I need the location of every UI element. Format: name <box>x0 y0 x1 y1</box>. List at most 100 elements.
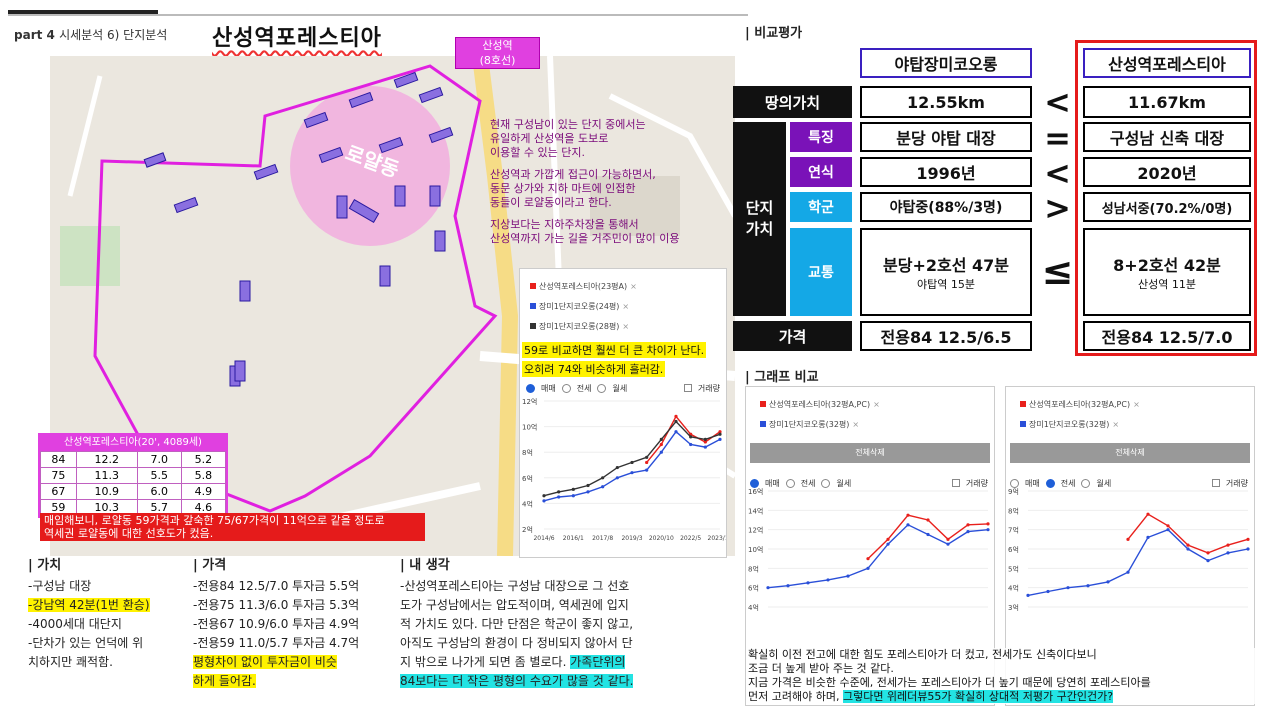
radio-sale[interactable] <box>750 478 759 488</box>
delete-all-button[interactable]: 전체삭제 <box>1010 443 1250 463</box>
legend-text: 장미1단지코오롱(28평) <box>539 321 620 331</box>
row-b: 구성남 신축 대장 <box>1083 122 1251 152</box>
y-tick-label: 12억 <box>522 398 537 406</box>
data-point <box>906 513 910 517</box>
value-line-highlight: -강남역 42분(1번 환승) <box>28 598 150 612</box>
data-point <box>586 483 590 488</box>
y-tick-label: 6억 <box>748 585 759 593</box>
y-tick-label: 9억 <box>1008 488 1019 496</box>
data-point <box>615 476 619 480</box>
price-line: -전용75 11.3/6.0 투자금 5.3억 <box>193 598 360 612</box>
delete-all-button[interactable]: 전체삭제 <box>750 443 990 463</box>
volume-checkbox[interactable] <box>951 479 960 487</box>
series-line <box>1027 528 1249 597</box>
compare-title: | 비교평가 <box>745 26 803 41</box>
radio-sale[interactable] <box>1010 478 1019 488</box>
data-point <box>1126 570 1130 574</box>
legend-item[interactable]: 장미1단지코오롱(32평) × <box>1020 417 1244 431</box>
data-point <box>601 485 605 489</box>
data-point <box>645 460 649 465</box>
price-line: -전용67 10.9/6.0 투자금 4.9억 <box>193 617 360 631</box>
price-table-row: 75 11.3 5.5 5.8 <box>40 467 227 484</box>
radio-jeonse[interactable] <box>561 383 571 393</box>
close-icon[interactable]: × <box>622 321 630 331</box>
value-line: 강남역 42분(1번 환승) <box>32 598 150 612</box>
red-banner: 매임해보니, 로얄동 59가격과 갚숙한 75/67가격이 11억으로 같을 정… <box>40 513 425 541</box>
legend-item[interactable]: 산성역포레스티아(32평A,PC) × <box>1020 397 1244 411</box>
map-note-line: 동들이 로얄동이라고 한다. <box>490 196 612 209</box>
row-a: 분당 야탑 대장 <box>860 122 1032 152</box>
price-table: 산성역포레스티아(20', 4089세) 84 12.2 7.0 5.2 75 11.3 5… <box>38 433 228 518</box>
data-point <box>659 437 663 441</box>
x-tick-label: 2017/8 <box>592 535 613 542</box>
transit-b: 8+2호선 42분 산성역 11분 <box>1083 228 1251 316</box>
data-point <box>718 430 722 434</box>
y-tick-label: 3억 <box>1008 604 1019 612</box>
legend-item[interactable]: 산성역포레스티아(23평A) × <box>530 279 720 293</box>
y-tick-label: 6억 <box>1008 546 1019 554</box>
map-notes: 현재 구성남이 있는 단지 중에서는 유일하게 산성역을 도보로 이용할 수 있… <box>490 118 735 246</box>
radio-jeonse[interactable] <box>1045 478 1055 488</box>
station-tag-text: 산성역 (8호선) <box>479 39 516 67</box>
data-point <box>1206 559 1210 563</box>
price-line: -전용84 12.5/7.0 투자금 5.5억 <box>193 579 360 593</box>
y-tick-label: 12억 <box>748 527 763 535</box>
data-point <box>886 537 890 541</box>
radio-sale[interactable] <box>526 383 535 393</box>
opinion-line: 적 가치도 있다. 다만 단점은 학군이 좋지 않고, <box>400 617 634 631</box>
series-line <box>1127 513 1249 554</box>
legend-text: 산성역포레스티아(32평A,PC) <box>769 399 871 409</box>
radio-label: 매매 <box>541 383 556 393</box>
radio-jeonse[interactable] <box>785 478 795 488</box>
data-point <box>645 468 649 472</box>
legend-item[interactable]: 산성역포레스티아(32평A,PC) × <box>760 397 984 411</box>
red-banner-line: 역세권 로얄동에 대한 선호도가 컸음. <box>44 527 214 540</box>
legend-item[interactable]: 장미1단지코오롱(32평) × <box>760 417 984 431</box>
close-icon[interactable]: × <box>630 281 637 291</box>
price-table-cell: 4.6 <box>180 499 227 516</box>
data-point <box>1026 593 1030 597</box>
price-table-header: 산성역포레스티아(20', 4089세) <box>40 435 226 451</box>
data-point <box>1226 543 1230 547</box>
opinion-line: 도가 구성남에서는 압도적이며, 역세권에 입지 <box>400 598 629 612</box>
chart-panel-1: 산성역포레스티아(23평A) × 장미1단지코오롱(24평) × 장미1단지코오… <box>519 268 733 558</box>
map-note-line: 동문 상가와 지하 마트에 인접한 <box>490 182 636 195</box>
row-label: 연식 <box>790 157 852 187</box>
value-line: 치하지만 쾌적함. <box>28 655 113 669</box>
price-section: | 가격 -전용84 12.5/7.0 투자금 5.5억 -전용75 11.3/… <box>193 554 393 691</box>
land-label: 땅의가치 <box>733 86 852 118</box>
callout-line: 59로 비교하면 훨씬 더 큰 차이가 난다. <box>522 342 707 358</box>
data-point <box>786 584 790 588</box>
close-icon[interactable]: × <box>852 419 860 429</box>
data-point <box>1086 584 1090 588</box>
transit-b-main: 8+2호선 42분 <box>1113 256 1221 275</box>
callout-line: 오히려 74와 비슷하게 흘러감. <box>522 361 666 377</box>
legend-item[interactable]: 장미1단지코오롱(28평) × <box>530 319 720 333</box>
data-point <box>826 578 830 582</box>
map-note-line: 현재 구성남이 있는 단지 중에서는 <box>490 118 646 131</box>
y-tick-label: 10억 <box>522 424 537 432</box>
close-icon[interactable]: × <box>873 399 880 409</box>
volume-checkbox[interactable] <box>683 384 692 392</box>
y-tick-label: 8억 <box>522 449 533 457</box>
legend-swatch <box>1020 421 1026 427</box>
close-icon[interactable]: × <box>1112 419 1120 429</box>
price-table-cell: 59 <box>40 499 77 516</box>
radio-monthly[interactable] <box>597 383 607 393</box>
close-icon[interactable]: × <box>1133 399 1140 409</box>
data-point <box>703 440 707 444</box>
price-a: 전용84 12.5/6.5 <box>860 321 1032 351</box>
caption-line: 지금 가격은 비슷한 수준에, 전세가는 포레스티아가 더 높기 때문에 당연히… <box>748 676 1151 689</box>
radio-monthly[interactable] <box>1081 478 1091 488</box>
complex-label-text: 단지 가치 <box>745 199 774 238</box>
radio-monthly[interactable] <box>821 478 831 488</box>
data-point <box>703 437 707 441</box>
price-table-cell: 75 <box>40 467 77 484</box>
volume-checkbox[interactable] <box>1211 479 1220 487</box>
data-point <box>926 532 930 537</box>
legend-item[interactable]: 장미1단지코오롱(24평) × <box>530 299 720 313</box>
price-table-row: 67 10.9 6.0 4.9 <box>40 483 227 500</box>
x-tick-label: 2019/3 <box>621 535 642 542</box>
close-icon[interactable]: × <box>622 301 630 311</box>
